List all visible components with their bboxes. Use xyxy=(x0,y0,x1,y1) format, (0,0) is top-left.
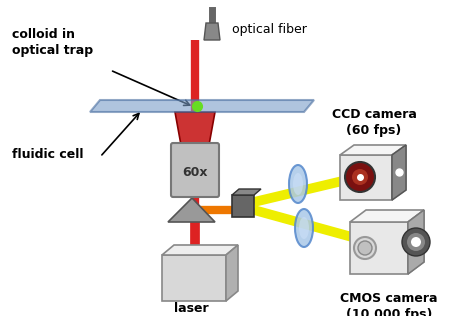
Text: colloid in
optical trap: colloid in optical trap xyxy=(12,28,93,57)
Polygon shape xyxy=(392,145,406,200)
Bar xyxy=(350,222,408,274)
Ellipse shape xyxy=(289,165,307,203)
Text: laser: laser xyxy=(173,302,208,315)
Text: optical fiber: optical fiber xyxy=(232,23,307,37)
Ellipse shape xyxy=(299,217,309,239)
Ellipse shape xyxy=(293,173,303,195)
Polygon shape xyxy=(175,155,215,195)
Ellipse shape xyxy=(407,233,425,251)
Polygon shape xyxy=(226,245,238,301)
Ellipse shape xyxy=(352,169,368,185)
Text: CCD camera
(60 fps): CCD camera (60 fps) xyxy=(331,108,417,137)
Ellipse shape xyxy=(358,241,372,255)
Ellipse shape xyxy=(402,228,430,256)
Ellipse shape xyxy=(295,209,313,247)
Ellipse shape xyxy=(354,237,376,259)
Polygon shape xyxy=(90,100,314,112)
Polygon shape xyxy=(204,23,220,40)
Polygon shape xyxy=(162,245,238,255)
Polygon shape xyxy=(408,210,424,274)
Polygon shape xyxy=(175,112,215,145)
Text: 60x: 60x xyxy=(182,166,208,179)
Bar xyxy=(340,155,392,200)
Text: CMOS camera
(10,000 fps): CMOS camera (10,000 fps) xyxy=(340,292,438,316)
Polygon shape xyxy=(232,189,261,195)
Ellipse shape xyxy=(345,162,375,192)
Bar xyxy=(232,195,254,217)
Polygon shape xyxy=(168,198,215,222)
Bar xyxy=(162,255,226,301)
Text: fluidic cell: fluidic cell xyxy=(12,149,83,161)
FancyBboxPatch shape xyxy=(171,143,219,197)
Polygon shape xyxy=(350,210,424,222)
Polygon shape xyxy=(340,145,406,155)
Polygon shape xyxy=(392,145,406,200)
Polygon shape xyxy=(408,210,424,274)
Ellipse shape xyxy=(411,237,421,247)
